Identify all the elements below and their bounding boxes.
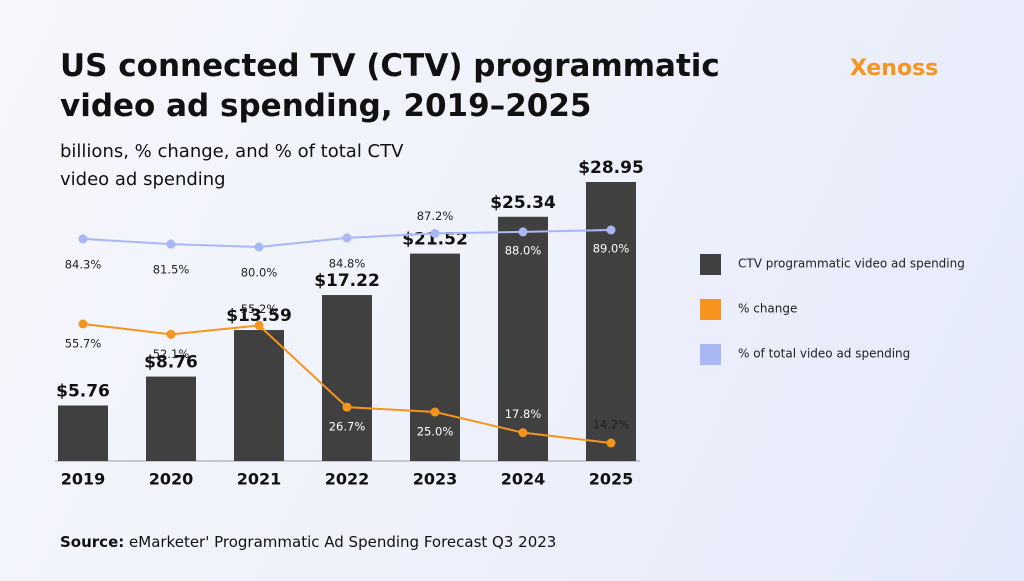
- bar: [322, 295, 372, 461]
- legend-swatch: [700, 344, 721, 365]
- line-value-label: 87.2%: [417, 209, 454, 223]
- x-tick-label: 2022: [325, 470, 370, 489]
- line-value-label: 81.5%: [153, 263, 190, 277]
- line-value-label: 84.3%: [65, 257, 102, 271]
- line-point: [78, 319, 88, 329]
- line-point: [342, 402, 352, 412]
- line-value-label: 55.7%: [65, 337, 102, 351]
- chart-subtitle: billions, % change, and % of total CTV v…: [60, 141, 404, 190]
- source-label: Source:: [60, 533, 125, 551]
- line-value-label: 88.0%: [505, 243, 542, 257]
- bar-value-label: $5.76: [56, 381, 110, 401]
- line-point: [166, 329, 176, 339]
- line-value-label: 89.0%: [593, 242, 630, 256]
- line-point: [254, 242, 264, 252]
- bar: [146, 376, 196, 461]
- x-tick-label: 2021: [237, 470, 282, 489]
- line-point: [606, 438, 616, 448]
- bar: [234, 330, 284, 461]
- line-point: [430, 407, 440, 417]
- bar-value-label: $8.76: [144, 353, 198, 373]
- x-tick-label: 2023: [413, 470, 458, 489]
- bar: [58, 405, 108, 461]
- legend-label: % of total video ad spending: [738, 347, 910, 361]
- bar-value-label: $17.22: [314, 271, 380, 291]
- bar-value-label: $28.95: [578, 158, 644, 178]
- x-tick-label: 2019: [61, 470, 106, 489]
- line-point: [606, 225, 616, 235]
- line-value-label: 84.8%: [329, 256, 366, 270]
- line-point: [254, 320, 264, 330]
- line-value-label: 26.7%: [329, 420, 366, 434]
- line-value-label: 25.0%: [417, 425, 454, 439]
- line-point: [166, 239, 176, 249]
- line-value-label: 52.1%: [153, 347, 190, 361]
- bar: [498, 216, 548, 461]
- chart-title: US connected TV (CTV) programmatic video…: [60, 48, 720, 124]
- source: Source: eMarketer' Programmatic Ad Spend…: [60, 533, 556, 551]
- legend-swatch: [700, 254, 721, 275]
- x-tick-label: 2025: [589, 470, 634, 489]
- bar: [410, 253, 460, 461]
- legend-swatch: [700, 299, 721, 320]
- legend-label: % change: [738, 302, 797, 316]
- bar-value-label: $13.59: [226, 306, 292, 326]
- line-value-label: 17.8%: [505, 407, 542, 421]
- line-point: [518, 428, 528, 438]
- x-tick-label: 2020: [149, 470, 194, 489]
- logo-text: Xenoss: [850, 56, 939, 81]
- source-text: eMarketer' Programmatic Ad Spending Fore…: [129, 533, 557, 551]
- line-point: [430, 228, 440, 238]
- bar-value-label: $25.34: [490, 193, 556, 213]
- line-value-label: 55.2%: [241, 302, 278, 316]
- line-value-label: 80.0%: [241, 266, 278, 280]
- x-tick-label: 2024: [501, 470, 546, 489]
- line-point: [78, 234, 88, 244]
- line-point: [342, 233, 352, 243]
- logo: Xenoss: [850, 56, 938, 81]
- line-value-label: 14.2%: [593, 418, 630, 432]
- line-point: [518, 227, 528, 237]
- legend-label: CTV programmatic video ad spending: [738, 257, 965, 271]
